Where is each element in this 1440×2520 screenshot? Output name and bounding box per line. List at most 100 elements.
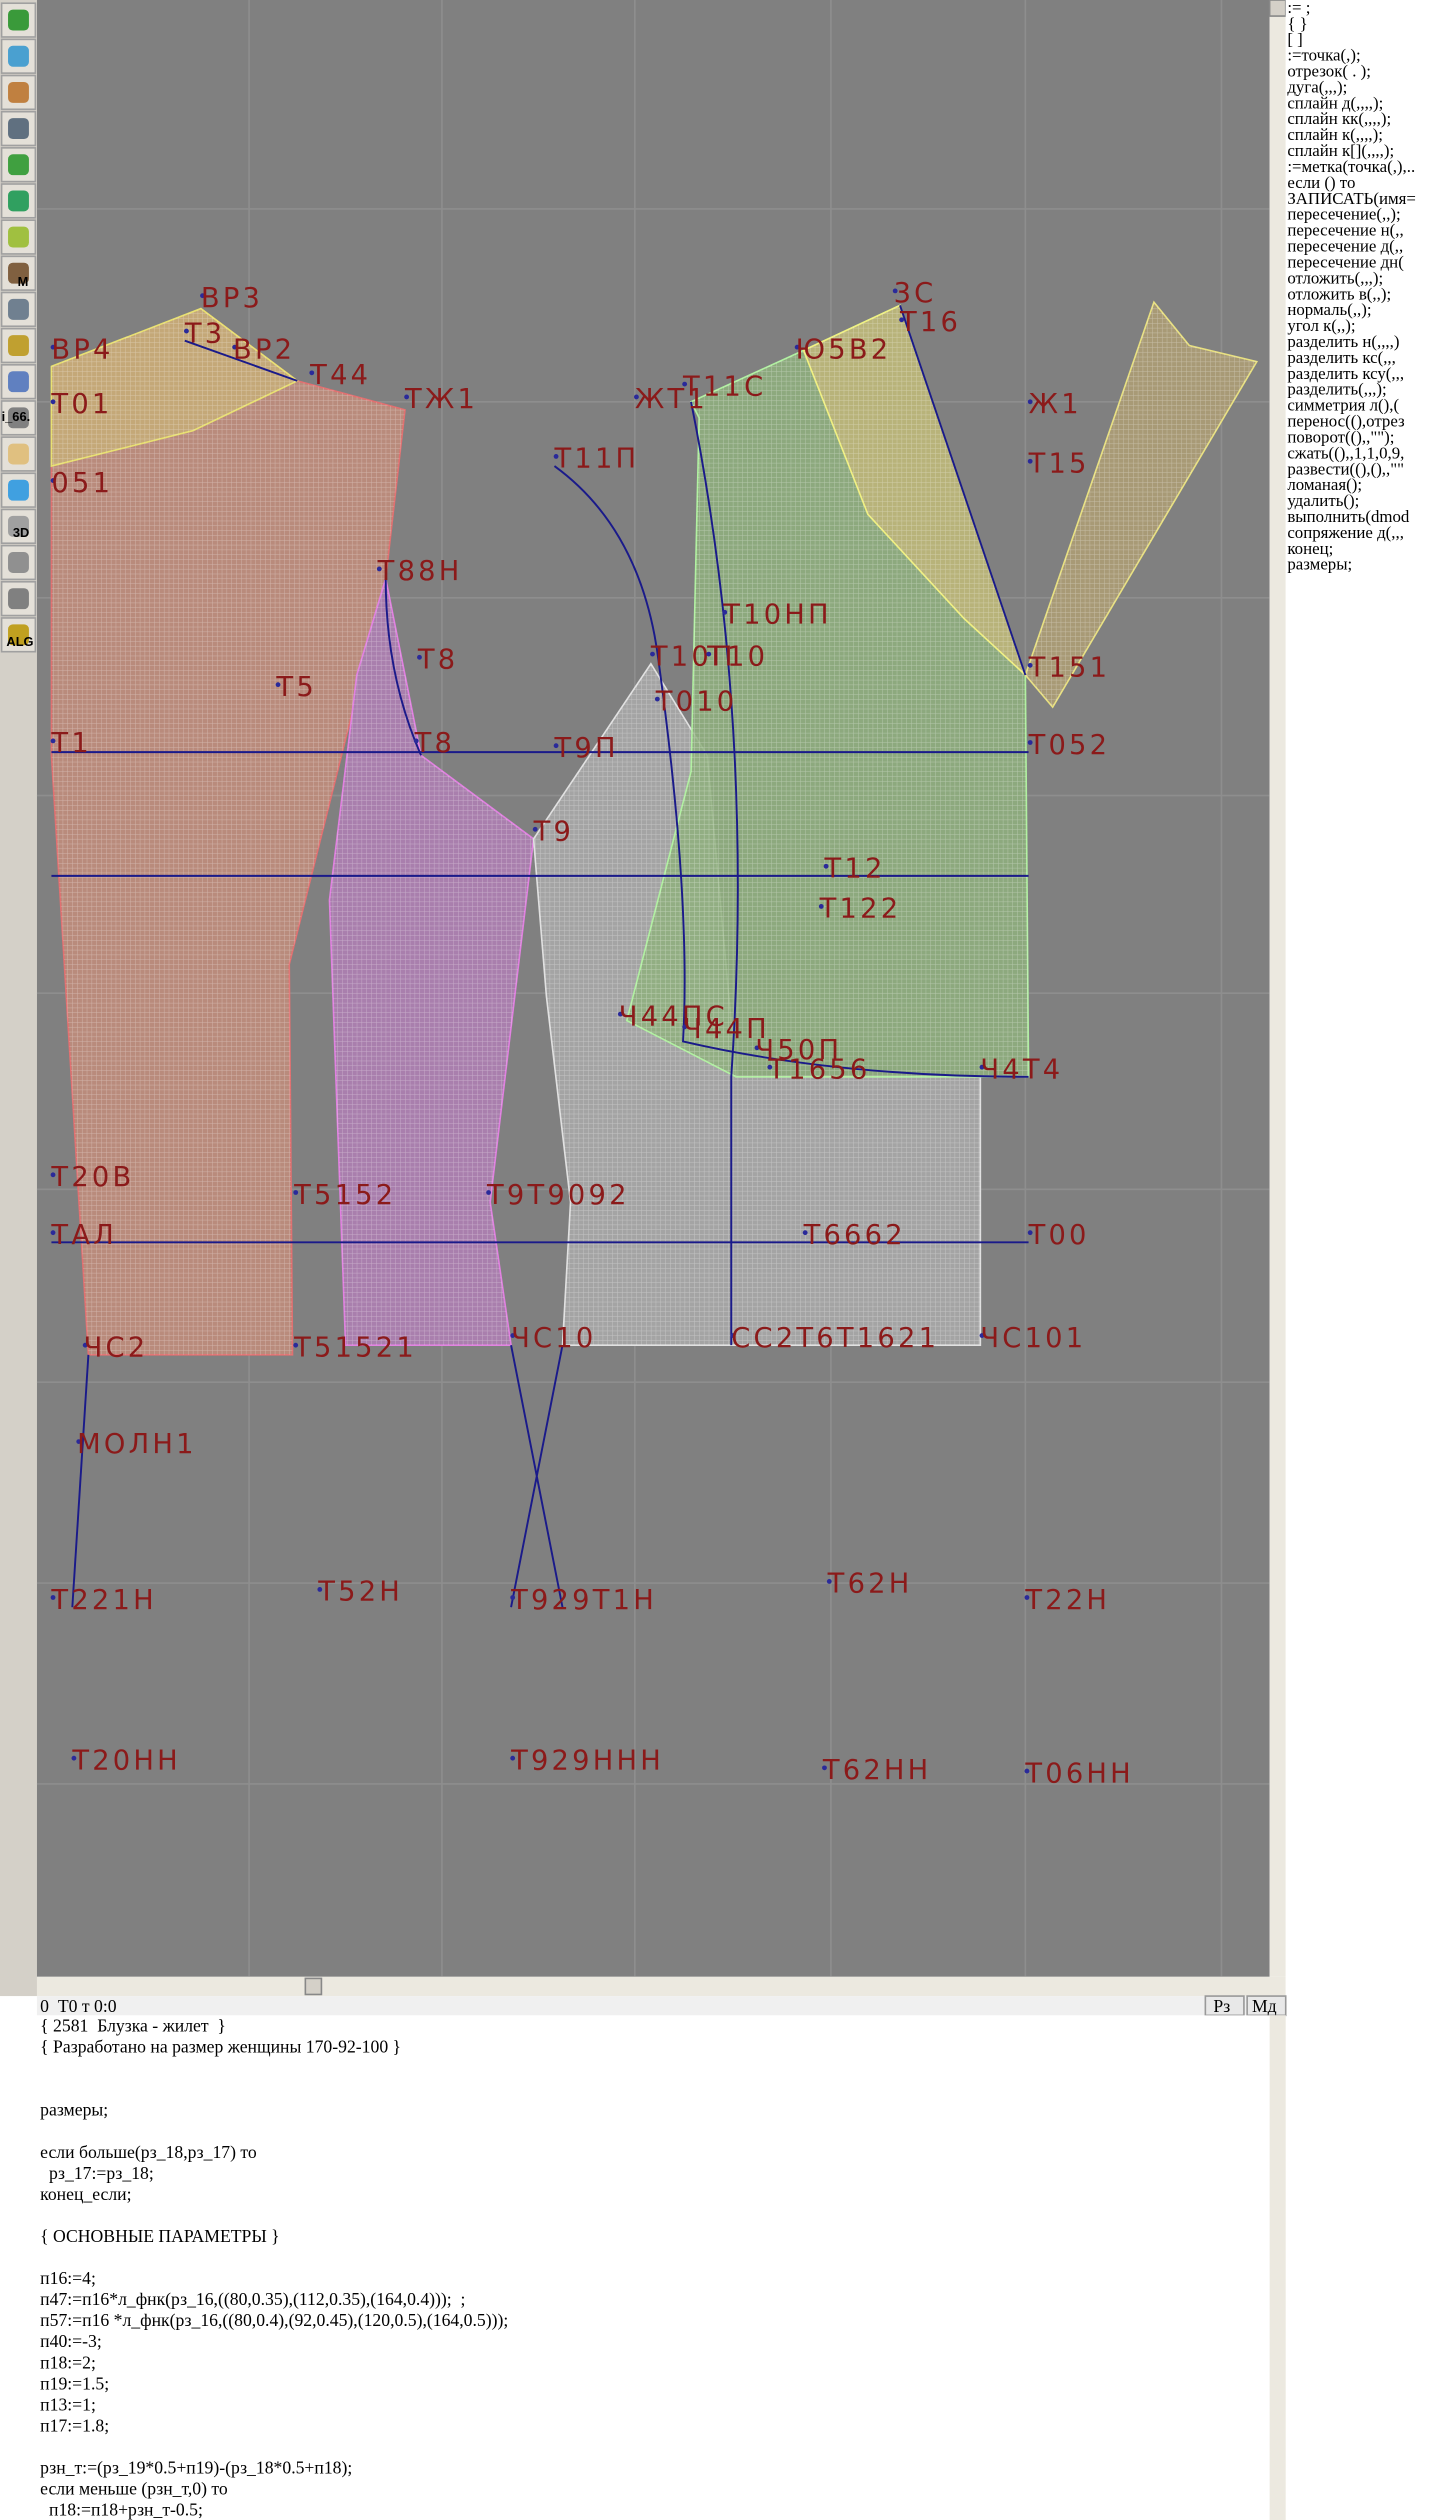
command[interactable]: := ;	[1287, 0, 1310, 17]
command[interactable]: сплайн к(,,,,);	[1287, 125, 1383, 144]
command[interactable]: { }	[1287, 14, 1307, 33]
point	[1027, 740, 1033, 745]
code-editor[interactable]	[0, 2015, 1286, 2520]
point	[1027, 662, 1033, 668]
code-line: п19:=1.5;	[40, 2373, 109, 2393]
point	[486, 1190, 491, 1195]
point-label: ЧС10	[511, 1323, 596, 1354]
command[interactable]: симметрия л(),(	[1287, 396, 1399, 415]
tool-button[interactable]	[0, 327, 37, 364]
command[interactable]: выполнить(dmod	[1287, 507, 1410, 526]
tool-icon	[8, 552, 29, 573]
point-label: Т122	[819, 894, 902, 925]
point	[1024, 1768, 1030, 1774]
editor-scrollbar[interactable]	[1269, 2015, 1286, 2520]
point	[50, 344, 56, 350]
point-label: Ч44П	[683, 1014, 770, 1045]
status-button-label[interactable]: Рз	[1213, 1996, 1230, 2016]
command[interactable]: ЗАПИСАТЬ(имя=	[1287, 189, 1416, 208]
point-label: Т22Н	[1024, 1585, 1110, 1616]
command[interactable]: перенос((),отрез	[1287, 412, 1405, 431]
command[interactable]: пересечение д(,,	[1287, 237, 1403, 256]
tool-label[interactable]: ALG	[6, 634, 33, 649]
vertical-scrollbar[interactable]	[1269, 0, 1286, 1977]
command[interactable]: дуга(,,,);	[1287, 77, 1347, 96]
command[interactable]: пересечение н(,,	[1287, 221, 1403, 240]
command[interactable]: развести((),(),,""	[1287, 459, 1404, 478]
back-piece	[50, 307, 406, 1356]
command[interactable]: :=метка(точка(,),..	[1287, 157, 1415, 176]
command[interactable]: ломаная();	[1287, 475, 1362, 494]
point-label: Т11С	[682, 371, 766, 402]
command[interactable]: сжать((),,1,1,0,9,	[1287, 443, 1404, 462]
command[interactable]: нормаль(,,);	[1287, 300, 1371, 319]
command[interactable]: отрезок( . );	[1287, 61, 1371, 80]
point	[404, 394, 410, 400]
command[interactable]: пересечение(,,);	[1287, 205, 1400, 224]
point-label: Т6662	[803, 1220, 906, 1251]
scroll-thumb[interactable]	[1268, 0, 1287, 17]
tool-icon	[8, 226, 29, 248]
point-label: ВР2	[233, 334, 295, 365]
point-label: ТАЛ	[50, 1220, 117, 1251]
command[interactable]: отложить в(,,);	[1287, 284, 1391, 303]
command[interactable]: пересечение дн(	[1287, 252, 1404, 271]
point-label: Т51521	[293, 1332, 417, 1363]
status-button-label[interactable]: Мд	[1252, 1996, 1277, 2016]
point	[510, 1595, 516, 1600]
command[interactable]: разделить ксу(,,,	[1287, 364, 1404, 383]
tool-icon	[8, 45, 29, 67]
tool-label[interactable]: M	[18, 274, 29, 289]
point-label: Т44	[309, 360, 371, 391]
point-label: Т20В	[50, 1162, 134, 1193]
tool-icon	[8, 298, 29, 320]
command[interactable]: угол к(,,);	[1287, 316, 1355, 335]
point-label: СС2Т6Т1621	[731, 1323, 939, 1354]
cursor-position: 0 Т0 т 0:0	[40, 1996, 117, 2016]
point	[1024, 1595, 1030, 1600]
point-label: Т8	[417, 645, 459, 676]
point	[1027, 1230, 1033, 1236]
command[interactable]: :=точка(,);	[1287, 46, 1360, 65]
point	[822, 1765, 827, 1771]
tool-button[interactable]	[0, 38, 37, 74]
point-label: Ч44ПС	[619, 1001, 728, 1032]
point	[650, 651, 655, 657]
command[interactable]: разделить кс(,,,	[1287, 348, 1396, 367]
command[interactable]: отложить(,,,);	[1287, 268, 1383, 287]
point	[979, 1333, 985, 1338]
command[interactable]: сопряжение д(,,,	[1287, 523, 1404, 542]
command[interactable]: размеры;	[1287, 555, 1352, 574]
point	[617, 1011, 623, 1017]
command[interactable]: разделить н(,,,,)	[1287, 332, 1399, 351]
command[interactable]: [ ]	[1287, 30, 1302, 49]
command[interactable]: сплайн к[](,,,,);	[1287, 141, 1394, 160]
point	[553, 454, 559, 459]
point-label: Т9П	[553, 733, 618, 764]
horizontal-scrollbar[interactable]	[36, 1976, 1286, 1997]
command[interactable]: разделить(,,,);	[1287, 380, 1386, 399]
code-line: конец_если;	[40, 2184, 131, 2204]
command[interactable]: удалить();	[1287, 491, 1359, 510]
command[interactable]: сплайн кк(,,,,);	[1287, 109, 1391, 128]
command[interactable]: поворот((),,"");	[1287, 427, 1394, 446]
tool-label[interactable]: i_66.	[2, 409, 31, 424]
command[interactable]: если () то	[1287, 173, 1355, 192]
point	[184, 328, 189, 334]
scroll-thumb[interactable]	[304, 1977, 323, 1996]
tool-icon	[8, 588, 29, 610]
point-label: Т10НП	[722, 600, 832, 631]
code-line: п40:=-3;	[40, 2331, 102, 2351]
point-label: ЖТ1	[635, 384, 708, 415]
tool-button[interactable]	[0, 508, 37, 545]
tool-buttons: M 3D ALG i_66.	[0, 2, 37, 653]
tool-button[interactable]	[0, 110, 37, 147]
command[interactable]: конец;	[1287, 539, 1333, 558]
construction-lines	[51, 305, 1029, 1608]
tool-label[interactable]: 3D	[13, 525, 29, 540]
command[interactable]: сплайн д(,,,,);	[1287, 93, 1383, 112]
tool-button[interactable]	[0, 400, 37, 436]
point	[510, 1333, 516, 1338]
point	[82, 1342, 88, 1348]
point	[818, 904, 824, 909]
